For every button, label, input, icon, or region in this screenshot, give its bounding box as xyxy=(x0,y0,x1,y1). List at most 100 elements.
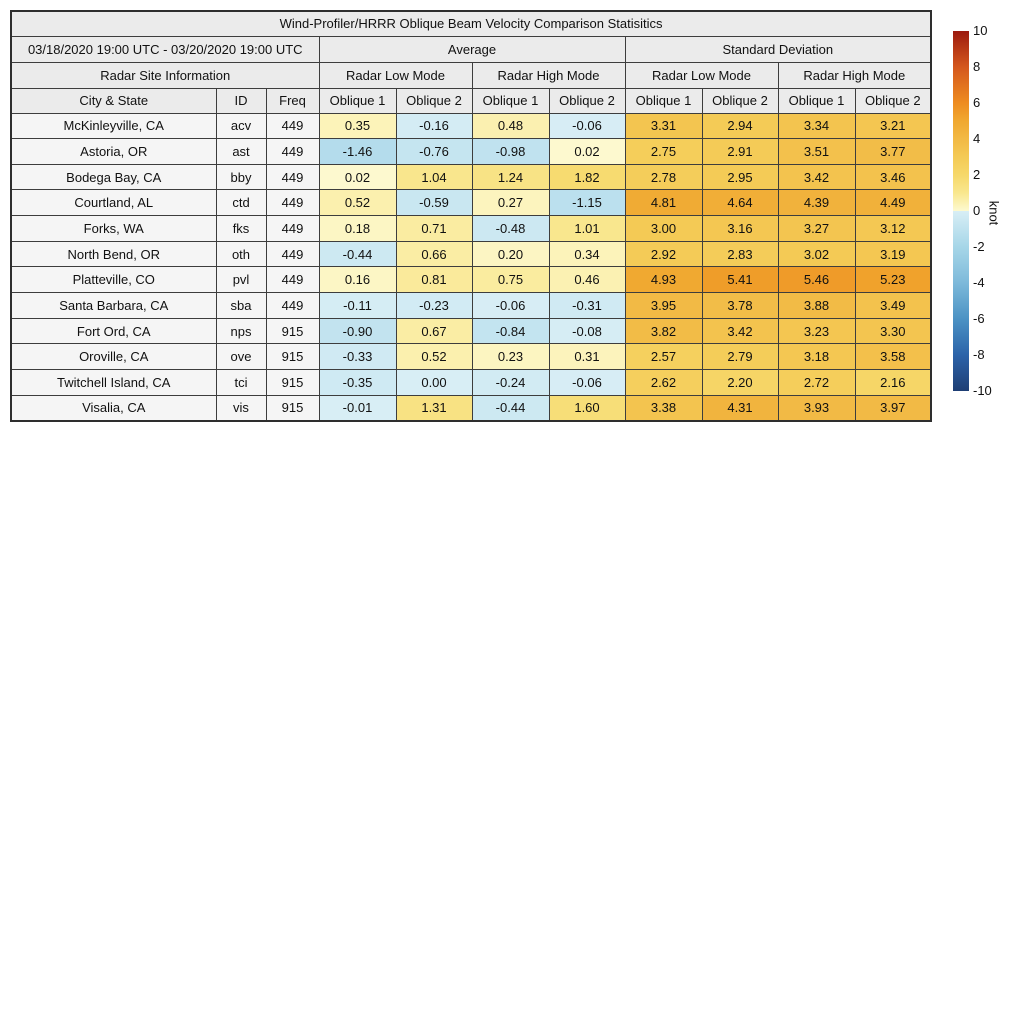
value-cell: 2.16 xyxy=(854,369,932,396)
colorbar-tick-label: 8 xyxy=(973,59,981,74)
city-cell: North Bend, OR xyxy=(10,240,217,268)
id-cell: oth xyxy=(215,240,267,268)
oblique2-header: Oblique 2 xyxy=(854,87,932,114)
value-cell: 0.34 xyxy=(548,240,626,268)
freq-cell: 449 xyxy=(265,112,320,140)
colorbar-tick-label: 0 xyxy=(973,203,981,218)
value-cell: 5.41 xyxy=(701,266,779,294)
value-cell: -0.16 xyxy=(395,112,473,140)
city-cell: Forks, WA xyxy=(10,215,217,242)
id-cell: vis xyxy=(215,394,267,422)
value-cell: 3.42 xyxy=(777,163,856,191)
value-cell: 0.48 xyxy=(471,112,550,140)
table-row: Oroville, CA ove 915 -0.33 0.52 0.23 0.31 2.57 2… xyxy=(10,343,932,371)
colorbar-tick-label: -2 xyxy=(973,239,985,254)
value-cell: -0.33 xyxy=(318,343,397,371)
value-cell: 3.16 xyxy=(701,215,779,242)
freq-cell: 449 xyxy=(265,189,320,217)
colorbar-tick-label: -10 xyxy=(973,383,992,398)
city-cell: Astoria, OR xyxy=(10,138,217,165)
value-cell: 2.94 xyxy=(701,112,779,140)
value-cell: -0.06 xyxy=(471,292,550,319)
city-cell: Santa Barbara, CA xyxy=(10,292,217,319)
table-row: Fort Ord, CA nps 915 -0.90 0.67 -0.84 -0.08 3.8… xyxy=(10,317,932,345)
value-cell: 0.67 xyxy=(395,317,473,345)
value-cell: 2.20 xyxy=(701,369,779,396)
value-cell: -0.44 xyxy=(471,394,550,422)
value-cell: 1.04 xyxy=(395,163,473,191)
colorbar-tick-label: 10 xyxy=(973,23,988,38)
value-cell: 3.46 xyxy=(854,163,932,191)
value-cell: 2.79 xyxy=(701,343,779,371)
id-cell: acv xyxy=(215,112,267,140)
value-cell: 3.51 xyxy=(777,138,856,165)
value-cell: 3.95 xyxy=(624,292,703,319)
value-cell: 2.75 xyxy=(624,138,703,165)
value-cell: 0.66 xyxy=(395,240,473,268)
table-row: Platteville, CO pvl 449 0.16 0.81 0.75 0.46 4.9… xyxy=(10,266,932,294)
value-cell: 3.02 xyxy=(777,240,856,268)
avg-high-mode-header: Radar High Mode xyxy=(471,61,626,89)
city-cell: Courtland, AL xyxy=(10,189,217,217)
value-cell: -1.15 xyxy=(548,189,626,217)
freq-cell: 449 xyxy=(265,138,320,165)
id-cell: tci xyxy=(215,369,267,396)
id-cell: ove xyxy=(215,343,267,371)
avg-low-mode-header: Radar Low Mode xyxy=(318,61,473,89)
value-cell: -0.31 xyxy=(548,292,626,319)
value-cell: 3.93 xyxy=(777,394,856,422)
value-cell: -0.84 xyxy=(471,317,550,345)
colorbar-tick-label: -4 xyxy=(973,275,985,290)
value-cell: 3.88 xyxy=(777,292,856,319)
value-cell: 2.62 xyxy=(624,369,703,396)
std-low-mode-header: Radar Low Mode xyxy=(624,61,779,89)
value-cell: 2.92 xyxy=(624,240,703,268)
value-cell: -1.46 xyxy=(318,138,397,165)
value-cell: 1.01 xyxy=(548,215,626,242)
freq-cell: 915 xyxy=(265,369,320,396)
value-cell: 3.12 xyxy=(854,215,932,242)
value-cell: 1.31 xyxy=(395,394,473,422)
table-row: North Bend, OR oth 449 -0.44 0.66 0.20 0.34 2.9… xyxy=(10,240,932,268)
table-row: Courtland, AL ctd 449 0.52 -0.59 0.27 -1.15 4.8… xyxy=(10,189,932,217)
table-title: Wind-Profiler/HRRR Oblique Beam Velocity… xyxy=(10,10,932,37)
value-cell: 3.77 xyxy=(854,138,932,165)
value-cell: 4.93 xyxy=(624,266,703,294)
value-cell: -0.59 xyxy=(395,189,473,217)
value-cell: 4.39 xyxy=(777,189,856,217)
freq-cell: 915 xyxy=(265,394,320,422)
value-cell: -0.08 xyxy=(548,317,626,345)
value-cell: 3.27 xyxy=(777,215,856,242)
value-cell: 5.46 xyxy=(777,266,856,294)
value-cell: 0.35 xyxy=(318,112,397,140)
table-row: McKinleyville, CA acv 449 0.35 -0.16 0.48 -0.0… xyxy=(10,112,932,140)
value-cell: 0.20 xyxy=(471,240,550,268)
value-cell: 3.31 xyxy=(624,112,703,140)
value-cell: 3.00 xyxy=(624,215,703,242)
value-cell: -0.24 xyxy=(471,369,550,396)
value-cell: 4.31 xyxy=(701,394,779,422)
id-cell: nps xyxy=(215,317,267,345)
value-cell: 3.19 xyxy=(854,240,932,268)
value-cell: 3.49 xyxy=(854,292,932,319)
average-group-header: Average xyxy=(318,35,626,63)
freq-cell: 449 xyxy=(265,215,320,242)
value-cell: 4.81 xyxy=(624,189,703,217)
value-cell: 0.46 xyxy=(548,266,626,294)
city-cell: Fort Ord, CA xyxy=(10,317,217,345)
value-cell: 0.27 xyxy=(471,189,550,217)
value-cell: 0.02 xyxy=(318,163,397,191)
std-dev-group-header: Standard Deviation xyxy=(624,35,932,63)
value-cell: 1.82 xyxy=(548,163,626,191)
value-cell: 3.21 xyxy=(854,112,932,140)
value-cell: 2.95 xyxy=(701,163,779,191)
freq-cell: 449 xyxy=(265,292,320,319)
std-high-mode-header: Radar High Mode xyxy=(777,61,932,89)
value-cell: 3.23 xyxy=(777,317,856,345)
oblique2-header: Oblique 2 xyxy=(395,87,473,114)
value-cell: 0.31 xyxy=(548,343,626,371)
oblique1-header: Oblique 1 xyxy=(471,87,550,114)
oblique2-header: Oblique 2 xyxy=(701,87,779,114)
colorbar-tick-label: -6 xyxy=(973,311,985,326)
value-cell: -0.44 xyxy=(318,240,397,268)
